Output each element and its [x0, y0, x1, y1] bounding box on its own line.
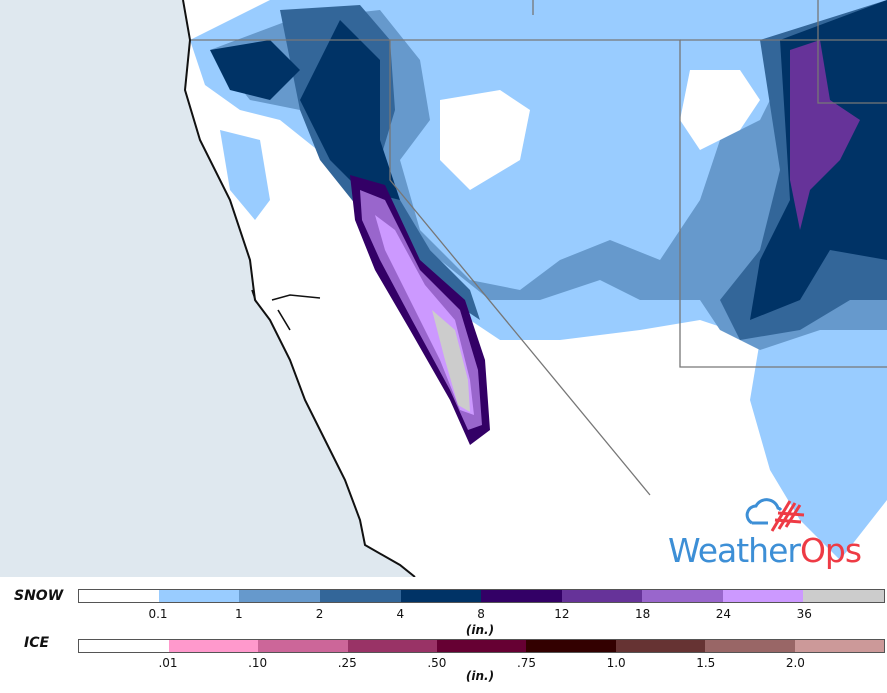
snow-tick-label: 8: [477, 607, 485, 621]
snow-tick-label: 36: [796, 607, 812, 621]
snow-area-light-2: [220, 130, 270, 220]
snow-tick-label: 4: [396, 607, 405, 621]
snow-scale-swatch: [481, 590, 562, 602]
ice-tick-label: .01: [158, 656, 178, 670]
weatherops-logo: WeatherOps: [668, 495, 883, 575]
coastline: [182, 0, 416, 577]
snow-tick-label: 0.1: [148, 607, 168, 621]
snow-scale-swatch: [400, 590, 482, 602]
sf-bay: [251, 289, 321, 331]
logo-text-ops: Ops: [799, 531, 862, 570]
ice-scale-swatch: [168, 640, 259, 652]
ice-tick-label: 1.0: [606, 656, 626, 670]
ice-tick-label: .10: [248, 656, 268, 670]
snow-area-navy: [300, 20, 400, 200]
ocean: [0, 0, 415, 577]
snow-scale-swatch: [561, 590, 643, 602]
snow-tick-label: 2: [315, 607, 324, 621]
snow-scale-swatch: [79, 590, 159, 602]
snow-tick-label: 12: [554, 607, 570, 621]
ice-tick-label: 2.0: [785, 656, 805, 670]
ice-scale-swatch: [526, 640, 616, 652]
snow-scale-swatch: [158, 590, 240, 602]
snow-scale-swatch: [642, 590, 723, 602]
ice-scale-swatch: [347, 640, 437, 652]
state-borders: [190, 0, 887, 496]
logo-text-weather: Weather: [668, 531, 801, 570]
ice-unit-label: (in.): [465, 669, 495, 683]
dry-pocket-2: [680, 70, 760, 150]
sierra-snow-36: [432, 310, 470, 412]
dry-pocket: [440, 90, 530, 190]
snow-scale-swatch: [803, 590, 885, 602]
snowfall-map: [0, 0, 887, 577]
snow-area-purple: [790, 40, 860, 230]
snow-unit-label: (in.): [465, 623, 495, 637]
snow-scale-swatch: [722, 590, 804, 602]
ice-scale-swatch: [258, 640, 348, 652]
snow-tick-label: 18: [635, 607, 651, 621]
snow-tick-label: 24: [715, 607, 732, 621]
ice-scale-swatch: [79, 640, 169, 652]
ice-tick-label: .50: [427, 656, 447, 670]
snow-scale-swatch: [239, 590, 320, 602]
ice-scale-swatch: [615, 640, 706, 652]
ice-scale-swatch: [794, 640, 885, 652]
snow-scale-swatch: [319, 590, 401, 602]
snow-area-navy-3: [210, 40, 300, 100]
ice-color-scale: [78, 639, 885, 653]
cloud-logo-icon: [745, 498, 805, 532]
snow-color-scale: [78, 589, 885, 603]
snow-tick-label: 1: [234, 607, 243, 621]
ice-scale-swatch: [437, 640, 527, 652]
ice-tick-label: .75: [516, 656, 537, 670]
snow-legend-label: SNOW: [14, 588, 64, 604]
ice-tick-label: 1.5: [696, 656, 716, 670]
ice-tick-label: .25: [337, 656, 357, 670]
ice-legend-label: ICE: [24, 635, 50, 651]
ice-scale-swatch: [705, 640, 795, 652]
